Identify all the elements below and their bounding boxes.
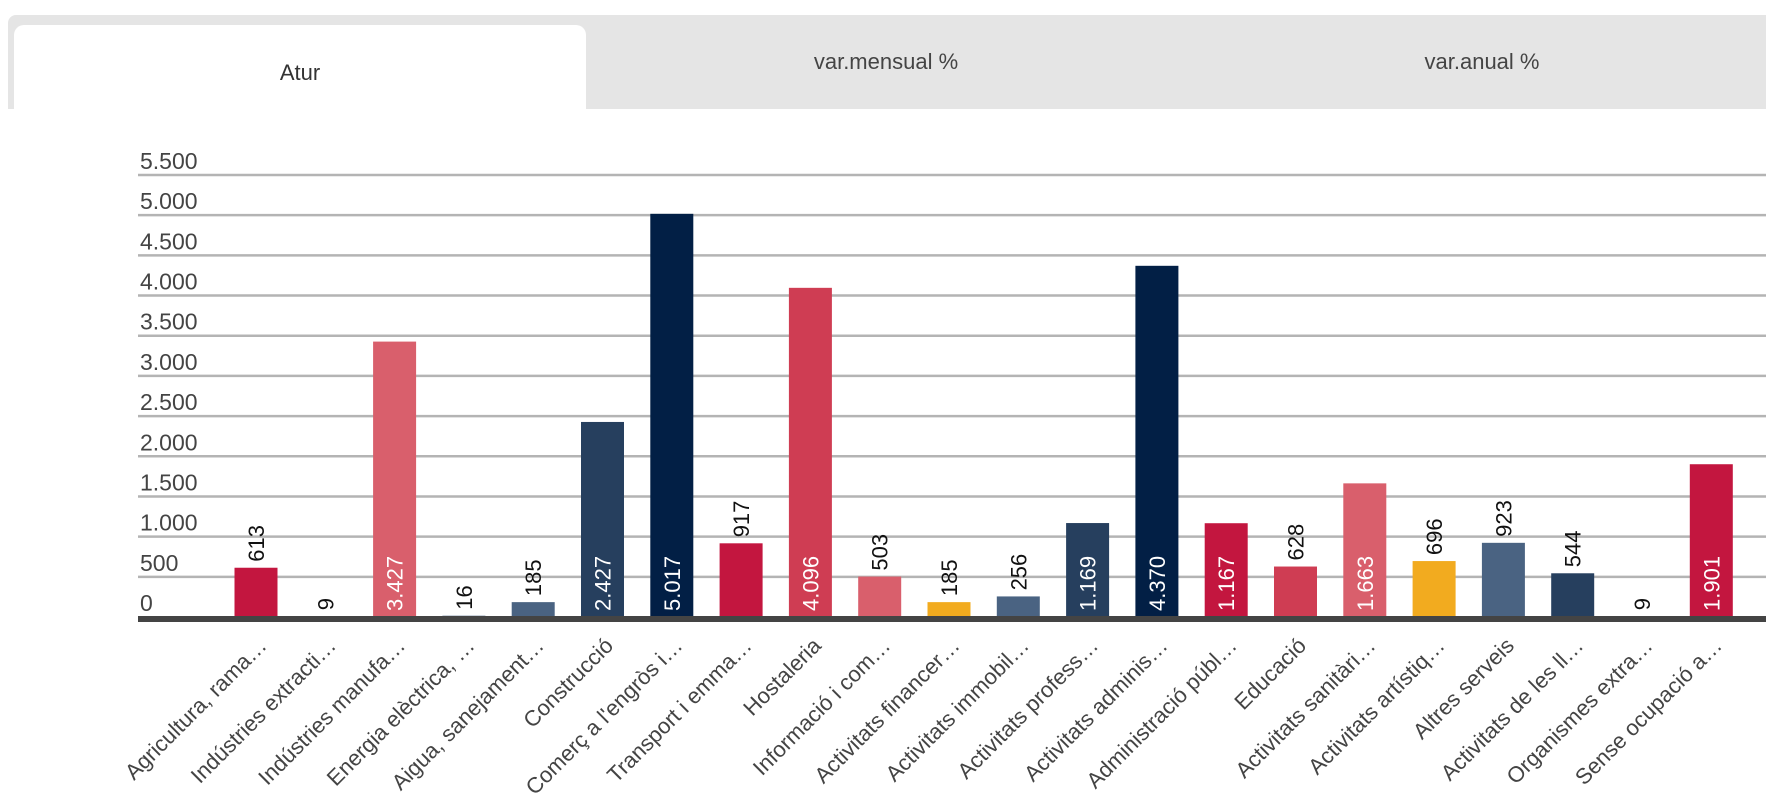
bar <box>650 213 694 617</box>
bar-value-label: 1.901 <box>1699 556 1724 611</box>
bar-value-label: 1.167 <box>1214 556 1239 611</box>
bar-value-label: 1.169 <box>1076 556 1101 611</box>
bar <box>581 421 624 617</box>
y-tick-label: 2.500 <box>140 389 198 415</box>
bar-value-label: 16 <box>452 585 477 609</box>
y-tick-label: 1.000 <box>140 510 198 536</box>
bar-value-label: 9 <box>313 598 338 610</box>
y-tick-label: 5.000 <box>140 188 198 214</box>
y-tick-label: 1.500 <box>140 469 198 495</box>
bar-value-label: 2.427 <box>591 556 616 611</box>
bar <box>927 602 971 617</box>
bar <box>234 567 278 617</box>
bar-value-label: 5.017 <box>660 556 685 611</box>
bar <box>1274 566 1317 617</box>
bar-value-label: 917 <box>729 501 754 538</box>
y-tick-label: 500 <box>140 550 178 576</box>
bar-value-label: 185 <box>937 559 962 596</box>
tab-var-anual[interactable]: var.anual % <box>1424 49 1540 74</box>
tab-atur[interactable]: Atur <box>14 25 586 121</box>
y-tick-label: 3.000 <box>140 349 198 375</box>
bar <box>1481 542 1525 617</box>
bar <box>858 576 902 617</box>
bar-value-label: 3.427 <box>383 556 408 611</box>
bar <box>511 602 555 617</box>
bar-value-label: 4.370 <box>1145 556 1170 611</box>
bar-value-label: 613 <box>244 525 269 562</box>
y-tick-label: 4.000 <box>140 269 198 295</box>
bar <box>1343 483 1387 617</box>
bar-value-label: 9 <box>1630 598 1655 610</box>
bar-value-label: 256 <box>1006 554 1031 591</box>
bar <box>1551 573 1595 617</box>
tab-var-mensual[interactable]: var.mensual % <box>813 49 959 74</box>
y-tick-label: 0 <box>140 590 153 616</box>
bar <box>373 341 417 617</box>
bar-value-label: 1.663 <box>1353 556 1378 611</box>
bar <box>719 543 763 617</box>
bar-value-label: 503 <box>868 534 893 571</box>
bar-value-label: 185 <box>521 559 546 596</box>
bar-value-label: 696 <box>1422 518 1447 555</box>
bar-value-label: 923 <box>1491 500 1516 537</box>
bar <box>996 596 1040 617</box>
y-tick-label: 5.500 <box>140 148 198 174</box>
y-tick-label: 2.000 <box>140 429 198 455</box>
bar-value-label: 628 <box>1284 524 1309 561</box>
bar <box>1066 523 1110 617</box>
tab-bar: Atur var.mensual % var.anual % <box>8 15 1766 121</box>
bar <box>1412 561 1456 617</box>
bar <box>788 287 832 617</box>
bar-value-label: 4.096 <box>798 556 823 611</box>
bar <box>1689 464 1733 617</box>
y-tick-label: 3.500 <box>140 309 198 335</box>
bar <box>1204 523 1248 617</box>
bar <box>1135 265 1179 617</box>
bar-value-label: 544 <box>1561 531 1586 568</box>
y-tick-label: 4.500 <box>140 228 198 254</box>
